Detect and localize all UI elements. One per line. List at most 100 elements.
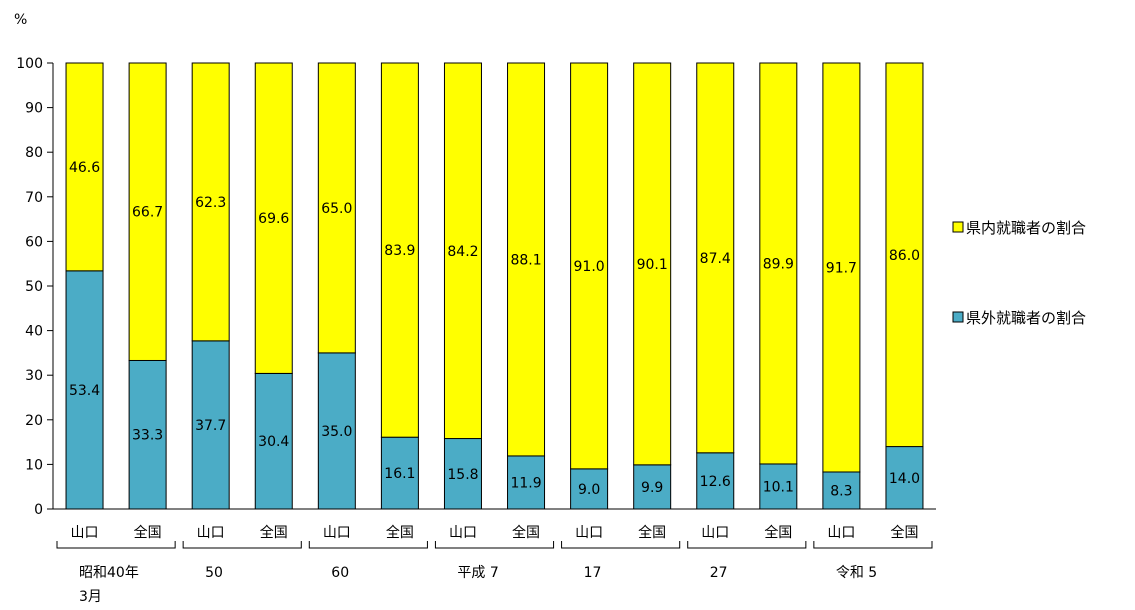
bar-value-label-outside: 10.1	[763, 479, 794, 495]
x-category-label: 山口	[197, 525, 225, 541]
bar-value-label-inside: 90.1	[637, 257, 668, 273]
y-tick-label: 30	[25, 368, 43, 384]
bar-value-label-outside: 12.6	[700, 474, 731, 490]
group-bracket	[182, 541, 302, 549]
bar-labels: 53.4 46.6 33.3 66.7 37.7 62.3 30.4 69.6 35.0 65.0…	[69, 160, 920, 500]
y-tick-label: 80	[25, 145, 43, 161]
group-bracket	[56, 541, 176, 549]
bar-value-label-inside: 84.2	[447, 244, 478, 260]
bar-value-label-outside: 35.0	[321, 424, 352, 440]
y-tick-label: 0	[34, 502, 43, 518]
x-group-label: 3月	[79, 589, 102, 605]
y-tick-label: 10	[25, 457, 43, 473]
bar-inside-segment	[759, 62, 798, 465]
x-category-label: 全国	[638, 524, 666, 541]
x-category-label: 山口	[701, 525, 729, 541]
bar-inside-segment	[822, 62, 861, 473]
bar-outside-segment	[570, 468, 609, 510]
x-category-label: 全国	[890, 524, 918, 541]
x-group-label: 令和 5	[836, 565, 877, 581]
group-bracket	[813, 541, 933, 549]
bar-outside-segment	[759, 463, 798, 510]
bar-value-label-inside: 91.0	[574, 259, 605, 275]
legend-label: 県内就職者の割合	[966, 219, 1086, 237]
x-category-label: 全国	[512, 524, 540, 541]
bar-value-label-inside: 62.3	[195, 195, 226, 211]
x-group-label: 60	[331, 565, 349, 581]
x-group-label: 27	[710, 565, 728, 581]
x-category-label: 全国	[386, 524, 414, 541]
bar-inside-segment	[254, 62, 293, 374]
x-group-label: 平成 7	[457, 565, 498, 581]
y-tick-label: 40	[25, 324, 43, 340]
group-bracket	[687, 541, 807, 549]
bar-inside-segment	[570, 62, 609, 470]
y-tick-label: 100	[16, 56, 43, 72]
bar-value-label-inside: 88.1	[510, 252, 541, 268]
bar-outside-segment	[254, 372, 293, 510]
y-tick-label: 20	[25, 413, 43, 429]
bar-value-label-inside: 91.7	[826, 260, 857, 276]
x-category-label: 山口	[71, 525, 99, 541]
bar-value-label-inside: 83.9	[384, 243, 415, 259]
x-category-label: 山口	[575, 525, 603, 541]
bar-value-label-inside: 46.6	[69, 160, 100, 176]
bar-outside-segment	[633, 464, 672, 510]
bars	[65, 62, 924, 510]
bar-inside-segment	[507, 62, 546, 457]
x-category-label: 山口	[323, 525, 351, 541]
x-category-label: 全国	[260, 524, 288, 541]
bar-inside-segment	[380, 62, 419, 438]
legend-label: 県外就職者の割合	[966, 309, 1086, 327]
group-bracket	[308, 541, 428, 549]
bar-value-label-outside: 8.3	[830, 483, 852, 499]
x-category-label: 山口	[827, 525, 855, 541]
bar-inside-segment	[191, 62, 230, 342]
bar-value-label-outside: 14.0	[889, 471, 920, 487]
y-tick-label: 70	[25, 190, 43, 206]
bar-value-label-inside: 86.0	[889, 248, 920, 264]
legend-swatch	[952, 311, 964, 323]
x-group-label: 50	[205, 565, 223, 581]
bar-outside-segment	[885, 446, 924, 510]
bar-value-label-outside: 11.9	[510, 475, 541, 491]
bar-value-label-outside: 9.0	[578, 482, 600, 498]
bar-outside-segment	[380, 436, 419, 510]
bar-inside-segment	[443, 62, 482, 440]
y-unit-label: %	[14, 12, 27, 28]
bar-value-label-outside: 37.7	[195, 418, 226, 434]
x-group-label: 昭和40年	[79, 565, 139, 581]
bar-inside-segment	[317, 62, 356, 354]
x-category-label: 全国	[134, 524, 162, 541]
y-tick-label: 60	[25, 234, 43, 250]
y-axis: 0 10 20 30 40 50 60 70 80 90 100	[16, 56, 54, 518]
x-group-label: 17	[584, 565, 602, 581]
bar-value-label-outside: 53.4	[69, 383, 100, 399]
group-bracket	[434, 541, 555, 549]
legend-swatch	[952, 221, 964, 233]
bar-inside-segment	[128, 62, 167, 361]
bar-value-label-inside: 66.7	[132, 205, 163, 221]
bar-value-label-outside: 15.8	[447, 467, 478, 483]
bar-inside-segment	[633, 62, 672, 466]
bar-inside-segment	[65, 62, 104, 272]
bar-value-label-outside: 9.9	[641, 480, 663, 496]
bar-outside-segment	[822, 471, 861, 510]
bar-value-label-inside: 87.4	[700, 251, 731, 267]
bar-value-label-outside: 30.4	[258, 434, 289, 450]
bar-value-label-inside: 69.6	[258, 211, 289, 227]
bar-inside-segment	[696, 62, 735, 454]
bar-outside-segment	[65, 270, 104, 510]
bar-value-label-outside: 33.3	[132, 428, 163, 444]
y-tick-label: 50	[25, 279, 43, 295]
bar-value-label-inside: 89.9	[763, 256, 794, 272]
bar-value-label-outside: 16.1	[384, 466, 415, 482]
x-category-label: 山口	[449, 525, 477, 541]
y-tick-label: 90	[25, 101, 43, 117]
bar-value-label-inside: 65.0	[321, 201, 352, 217]
x-category-label: 全国	[764, 524, 792, 541]
group-bracket	[561, 541, 681, 549]
